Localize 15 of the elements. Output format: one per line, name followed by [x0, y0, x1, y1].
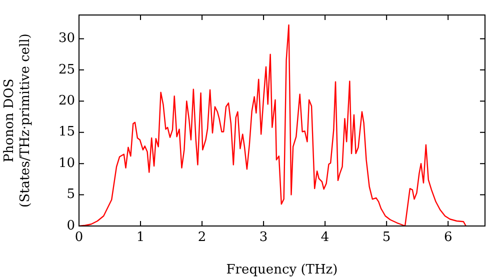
x-tick-label: 6 [444, 230, 452, 246]
y-tick-label: 20 [58, 94, 75, 109]
y-tick-label: 15 [58, 124, 75, 140]
x-tick-label: 2 [198, 230, 206, 246]
y-tick-label: 30 [58, 31, 75, 46]
y-tick-label: 10 [58, 156, 75, 171]
x-tick-label: 4 [320, 230, 330, 246]
x-axis-title: Frequency (THz) [226, 262, 338, 278]
x-tick-label: 5 [382, 230, 391, 246]
x-tick-label: 3 [259, 230, 268, 246]
y-tick-label: 5 [66, 187, 75, 202]
y-tick-label: 25 [58, 62, 75, 78]
x-tick-label: 1 [136, 230, 145, 246]
y-tick-label: 0 [66, 218, 75, 234]
y-axis-title: Phonon DOS (States/THz·primitive cell) [2, 33, 33, 208]
